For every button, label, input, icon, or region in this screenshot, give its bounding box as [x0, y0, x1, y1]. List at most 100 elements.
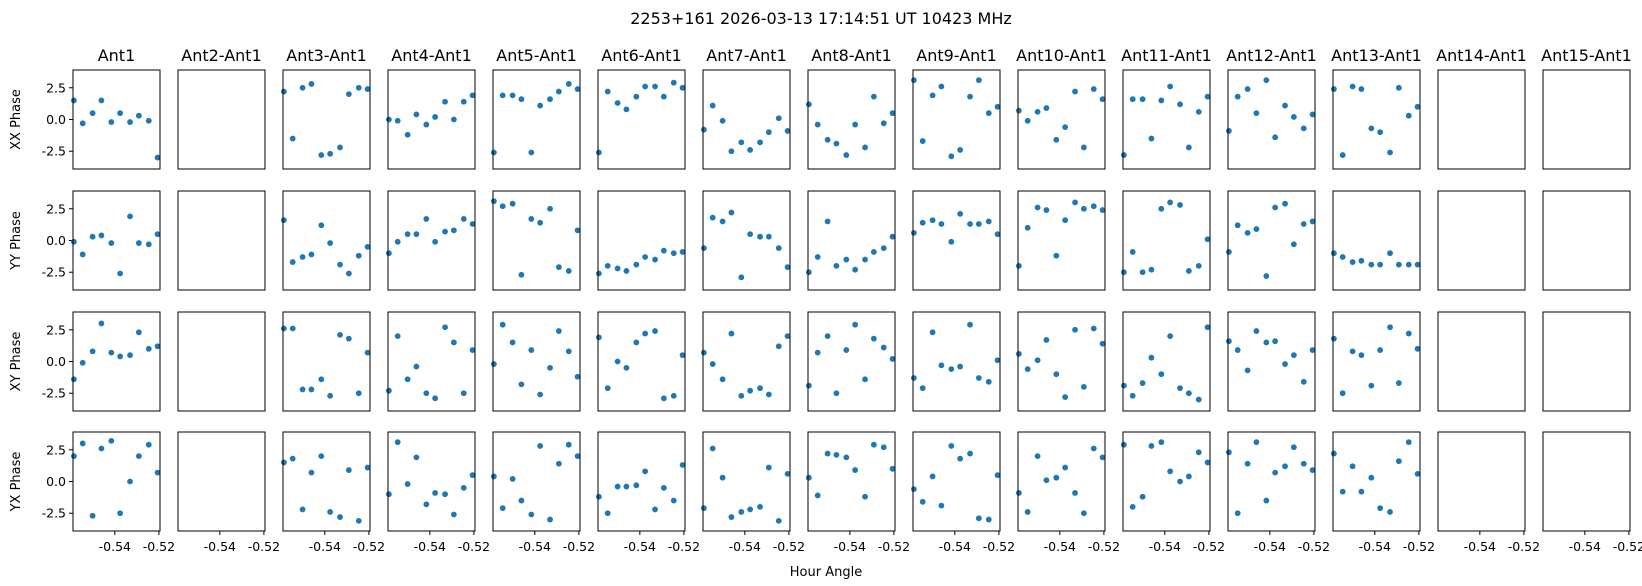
- data-point: [574, 373, 581, 380]
- data-point: [1395, 84, 1402, 91]
- data-point: [1368, 125, 1375, 132]
- panel-frame: [72, 431, 161, 532]
- data-point: [135, 453, 142, 460]
- data-point: [1062, 124, 1069, 131]
- data-point: [719, 474, 726, 481]
- data-point: [1148, 354, 1155, 361]
- data-point: [1290, 352, 1297, 359]
- data-point: [1195, 108, 1202, 115]
- data-point: [1253, 226, 1260, 232]
- data-point: [1330, 450, 1337, 457]
- data-point: [765, 233, 772, 240]
- data-point: [423, 216, 430, 222]
- data-point: [805, 101, 812, 108]
- data-point: [1290, 444, 1297, 451]
- data-point: [862, 144, 868, 151]
- panel-frame: [1227, 311, 1316, 412]
- data-point: [1387, 509, 1393, 515]
- x-tick-label: -0.52: [563, 539, 595, 554]
- data-point: [595, 270, 602, 277]
- data-point: [1185, 144, 1192, 151]
- data-point: [565, 268, 572, 274]
- x-tick-label: -0.52: [878, 539, 910, 554]
- data-point: [98, 97, 105, 104]
- data-point: [1167, 468, 1174, 475]
- data-point: [469, 472, 476, 479]
- panel-frame: [177, 311, 266, 412]
- data-point: [1120, 441, 1127, 448]
- panel-frame: [1122, 431, 1211, 532]
- data-point: [70, 97, 77, 104]
- data-point: [747, 147, 754, 153]
- data-point: [1139, 269, 1146, 276]
- data-point: [870, 441, 877, 448]
- column-title: Ant8-Ant1: [811, 46, 892, 65]
- panel-frame: [1437, 69, 1526, 170]
- data-point: [1129, 96, 1136, 103]
- data-point: [1290, 241, 1297, 248]
- data-point: [89, 348, 96, 355]
- panel-frame: [72, 311, 161, 412]
- data-point: [967, 221, 973, 227]
- data-point: [98, 320, 105, 327]
- data-point: [870, 335, 877, 342]
- data-point: [1185, 268, 1192, 274]
- data-point: [345, 335, 352, 342]
- panel-frame: [597, 311, 686, 412]
- data-point: [299, 84, 306, 91]
- data-point: [499, 203, 506, 210]
- data-point: [70, 376, 77, 383]
- data-point: [719, 376, 726, 383]
- data-point: [738, 509, 745, 515]
- data-point: [1177, 101, 1183, 108]
- data-point: [364, 243, 371, 250]
- data-point: [537, 102, 544, 109]
- column-title: Ant14-Ant1: [1436, 46, 1527, 65]
- data-point: [490, 361, 497, 367]
- data-point: [1015, 107, 1022, 114]
- data-point: [460, 98, 467, 105]
- data-point: [1377, 261, 1384, 268]
- data-point: [843, 256, 850, 263]
- x-tick-label: -0.52: [143, 539, 175, 554]
- data-point: [852, 121, 859, 128]
- data-point: [555, 460, 562, 467]
- data-point: [337, 261, 343, 268]
- data-point: [499, 92, 506, 99]
- data-point: [948, 443, 955, 449]
- data-point: [1139, 380, 1146, 386]
- data-point: [880, 120, 887, 127]
- data-point: [518, 271, 525, 278]
- data-point: [938, 502, 945, 509]
- x-tick-label: -0.54: [1149, 539, 1181, 554]
- data-point: [948, 238, 955, 245]
- data-point: [1330, 335, 1337, 342]
- data-point: [1072, 490, 1078, 496]
- data-point: [442, 324, 448, 331]
- data-point: [555, 88, 562, 95]
- data-point: [784, 128, 791, 134]
- panel-frame: [912, 190, 1001, 291]
- data-point: [1414, 345, 1421, 352]
- data-point: [547, 205, 553, 212]
- data-point: [1034, 453, 1041, 460]
- data-point: [308, 469, 315, 476]
- data-point: [670, 497, 677, 504]
- panel-frame: [912, 311, 1001, 412]
- data-point: [805, 382, 812, 389]
- data-point: [413, 454, 420, 461]
- y-tick-label: 2.5: [46, 322, 66, 337]
- data-point: [528, 216, 535, 222]
- panel-frame: [597, 190, 686, 291]
- data-point: [919, 219, 926, 226]
- data-point: [145, 241, 152, 248]
- panel-frame: [1017, 69, 1106, 170]
- data-point: [889, 465, 896, 472]
- data-point: [919, 498, 926, 505]
- data-point: [670, 79, 677, 86]
- data-point: [355, 252, 362, 259]
- data-point: [1349, 348, 1356, 355]
- y-tick-label: 0.0: [46, 112, 66, 127]
- data-point: [1120, 269, 1127, 276]
